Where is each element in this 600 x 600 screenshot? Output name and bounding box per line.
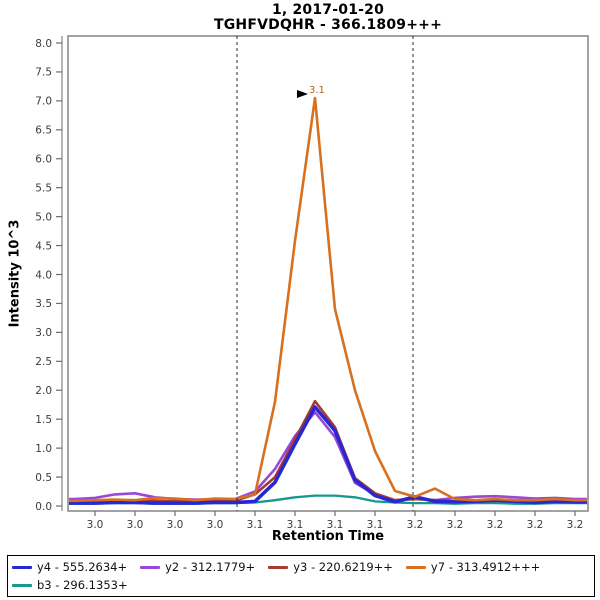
legend-label: y7 - 313.4912+++: [430, 560, 541, 574]
x-tick-label: 3.2: [447, 519, 464, 531]
x-tick-label: 3.2: [487, 519, 504, 531]
y-tick-label: 2.5: [35, 356, 52, 368]
x-tick-label: 3.1: [287, 519, 304, 531]
legend-box: y4 - 555.2634+ y2 - 312.1779+ y3 - 220.621…: [7, 555, 595, 597]
x-tick-label: 3.0: [87, 519, 104, 531]
series-line-y3: [69, 399, 587, 503]
y-tick-label: 3.0: [35, 327, 52, 339]
x-tick-label: 3.1: [247, 519, 264, 531]
peak-apex-marker-icon: [297, 89, 308, 98]
y-tick-label: 3.5: [35, 298, 52, 310]
legend-swatch-icon: [405, 565, 426, 569]
y-tick-label: 5.5: [35, 182, 52, 194]
y-tick-label: 6.5: [35, 125, 52, 137]
y-tick-label: 2.0: [35, 385, 52, 397]
y-tick-label: 1.0: [35, 443, 52, 455]
series-line-y7: [69, 96, 587, 503]
chart-title-block: 1, 2017-01-20 TGHFVDQHR - 366.1809+++: [68, 3, 588, 33]
chart-title-peptide: TGHFVDQHR - 366.1809+++: [213, 17, 443, 33]
x-tick-label: 3.0: [167, 519, 184, 531]
series-line-y4: [69, 405, 587, 505]
y-tick-label: 0.5: [35, 472, 52, 484]
legend-label: y2 - 312.1779+: [165, 560, 256, 574]
x-tick-label: 3.1: [327, 519, 344, 531]
legend-item: b3 - 296.1353+: [12, 577, 128, 594]
legend-swatch-icon: [12, 583, 32, 587]
legend-item: y7 - 313.4912+++: [405, 559, 541, 576]
series-line-y2: [69, 410, 587, 502]
x-tick-label: 3.0: [207, 519, 224, 531]
legend-label: b3 - 296.1353+: [37, 578, 128, 592]
legend-swatch-icon: [12, 565, 32, 569]
x-tick-label: 3.2: [407, 519, 424, 531]
legend-item: y4 - 555.2634+: [12, 559, 127, 576]
x-tick-label: 3.2: [527, 519, 544, 531]
legend-item: y3 - 220.6219++: [268, 559, 393, 576]
plot-frame: [67, 35, 589, 512]
y-axis-title-text: Intensity 10^3: [7, 219, 23, 328]
x-tick-label: 3.1: [367, 519, 384, 531]
legend-item: y2 - 312.1779+: [140, 559, 255, 576]
y-tick-label: 7.0: [35, 96, 52, 108]
x-axis-title: Retention Time: [271, 529, 385, 544]
y-tick-label: 1.5: [35, 414, 52, 426]
legend-label: y4 - 555.2634+: [37, 560, 128, 574]
y-tick-label: 4.0: [35, 269, 52, 281]
legend-swatch-icon: [268, 565, 289, 569]
x-tick-label: 3.2: [567, 519, 584, 531]
legend-label: y3 - 220.6219++: [293, 560, 393, 574]
y-axis-title: Intensity 10^3: [0, 36, 30, 511]
x-tick-label: 3.0: [127, 519, 144, 531]
y-tick-label: 6.0: [35, 154, 52, 166]
peak-apex-label: 3.1: [309, 85, 325, 96]
y-tick-label: 8.0: [35, 38, 52, 50]
y-tick-label: 5.0: [35, 211, 52, 223]
legend-swatch-icon: [140, 565, 161, 569]
y-tick-label: 4.5: [35, 240, 52, 252]
chart-title-replicate: 1, 2017-01-20: [271, 2, 385, 18]
y-tick-label: 0.0: [35, 501, 52, 513]
y-tick-label: 7.5: [35, 67, 52, 79]
